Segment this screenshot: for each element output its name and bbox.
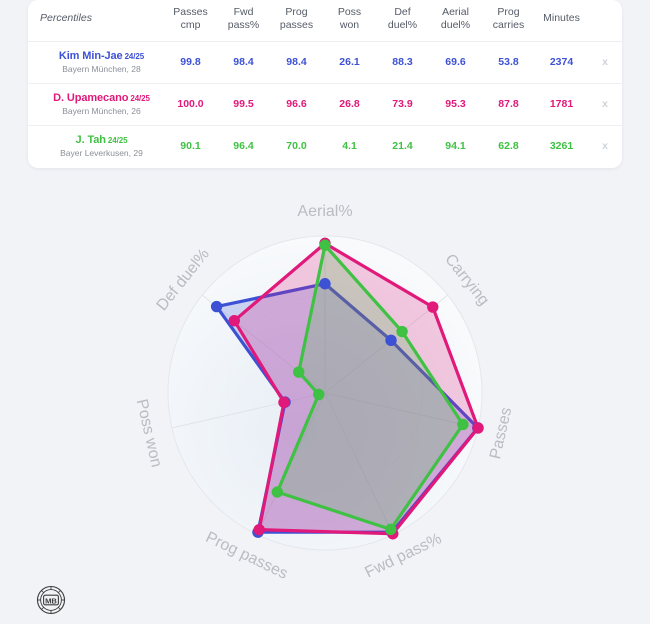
table-row: Kim Min-Jae 24/25 Bayern München, 28 99.8 98… — [28, 41, 622, 84]
radar-point — [313, 388, 325, 401]
player-season: 24/25 — [124, 52, 145, 62]
stat-cell: 98.4 — [270, 41, 323, 84]
player-cell[interactable]: D. Upamecano 24/25 Bayern München, 26 — [28, 83, 164, 126]
radar-point — [472, 422, 484, 434]
header-line-2: pass% — [227, 18, 260, 31]
stat-cell: 88.3 — [376, 41, 429, 84]
column-header-prog-carries[interactable]: Prog carries — [482, 0, 535, 42]
column-header-poss-won[interactable]: Poss won — [323, 0, 376, 42]
column-header-prog-passes[interactable]: Prog passes — [270, 0, 323, 42]
logo-text: MB — [45, 596, 57, 605]
table-header: Percentiles Passes cmp Fwd pass% Prog pa… — [28, 0, 622, 42]
column-header-def-duel[interactable]: Def duel% — [376, 0, 429, 42]
radar-point — [384, 523, 397, 536]
player-team: Bayer Leverkusen, 29 — [60, 148, 143, 159]
column-header-aerial-duel[interactable]: Aerial duel% — [429, 0, 482, 42]
stat-cell: 96.6 — [270, 83, 323, 126]
table-body: Kim Min-Jae 24/25 Bayern München, 28 99.8 98… — [28, 41, 622, 167]
radar-point — [278, 396, 290, 409]
stat-cell: 70.0 — [286, 140, 307, 153]
player-season: 24/25 — [107, 136, 128, 146]
radar-point — [253, 523, 265, 536]
radar-axis-label: Aerial% — [297, 203, 352, 220]
stat-cell: 73.9 — [376, 83, 429, 126]
column-header-passes-cmp[interactable]: Passes cmp — [164, 0, 217, 42]
radar-point — [228, 314, 240, 327]
header-line-2: cmp — [180, 18, 201, 31]
brand-logo[interactable]: MB — [36, 585, 66, 615]
header-line-1: Def — [394, 6, 411, 18]
radar-point — [271, 486, 284, 498]
stat-cell: 87.8 — [482, 83, 535, 126]
header-line-2: carries — [492, 18, 525, 31]
radar-point — [319, 278, 331, 290]
stat-cell: 26.8 — [323, 83, 376, 126]
stat-cell: 26.1 — [323, 41, 376, 84]
player-cell[interactable]: J. Tah 24/25 Bayer Leverkusen, 29 — [28, 125, 164, 167]
radar-axis-label: Poss won — [133, 398, 165, 469]
radar-series-area — [232, 241, 480, 536]
column-header-minutes[interactable]: Minutes — [535, 0, 588, 42]
header-line-2: duel% — [440, 18, 471, 31]
radar-point — [319, 239, 331, 251]
stat-cell: 69.6 — [429, 41, 482, 84]
stat-cell: 4.1 — [342, 140, 357, 153]
player-team: Bayern München, 28 — [62, 64, 141, 75]
stat-cell: 62.8 — [498, 140, 519, 153]
player-team: Bayern München, 26 — [62, 106, 141, 117]
player-season: 24/25 — [130, 94, 150, 104]
radar-chart: Aerial% Carrying Passes Fwd pass% Prog passe… — [0, 180, 650, 580]
stat-cell: 1781 — [535, 83, 588, 126]
stat-cell: 99.8 — [164, 41, 217, 84]
radar-axis-label: Passes — [487, 406, 515, 461]
table-header-row: Percentiles Passes cmp Fwd pass% Prog pa… — [28, 0, 622, 42]
stat-cell: 99.5 — [217, 83, 270, 126]
header-line-2: duel% — [387, 18, 418, 31]
header-line-1: Passes — [173, 6, 208, 18]
remove-row-button[interactable]: x — [588, 83, 622, 126]
header-line-1: Fwd — [233, 6, 254, 18]
header-line-1: Poss — [337, 6, 362, 18]
radar-point — [385, 334, 397, 347]
stat-cell: 100.0 — [164, 83, 217, 126]
table-row: J. Tah 24/25 Bayer Leverkusen, 29 90.1 96.4 7… — [28, 125, 622, 167]
table-row: D. Upamecano 24/25 Bayern München, 26 100.0… — [28, 83, 622, 126]
column-header-fwd-pass[interactable]: Fwd pass% — [217, 0, 270, 42]
stat-cell: 53.8 — [482, 41, 535, 84]
radar-point — [427, 301, 439, 313]
stat-cell: 98.4 — [217, 41, 270, 84]
player-cell[interactable]: Kim Min-Jae 24/25 Bayern München, 28 — [28, 41, 164, 84]
stat-cell: 2374 — [535, 41, 588, 84]
header-line-1: Aerial — [442, 6, 469, 18]
percentiles-card: Percentiles Passes cmp Fwd pass% Prog pa… — [28, 0, 622, 168]
radar-point — [293, 366, 305, 378]
radar-point — [396, 325, 408, 338]
player-name: Kim Min-Jae 24/25 — [58, 50, 145, 63]
stat-cell: 90.1 — [180, 140, 201, 153]
header-line-2: won — [339, 18, 360, 31]
percentiles-table: Percentiles Passes cmp Fwd pass% Prog pa… — [28, 0, 622, 167]
radar-point — [210, 300, 223, 313]
header-line-2: passes — [279, 18, 314, 31]
column-header-percentiles: Percentiles — [28, 0, 164, 42]
stat-cell: 3261 — [549, 140, 574, 153]
column-header-remove — [588, 0, 622, 42]
stat-cell: 96.4 — [233, 140, 254, 153]
stat-cell: 95.3 — [429, 83, 482, 126]
remove-row-button[interactable]: x — [588, 41, 622, 84]
player-name: D. Upamecano 24/25 — [53, 92, 150, 105]
player-name: J. Tah 24/25 — [75, 134, 128, 147]
stat-cell: 21.4 — [392, 140, 413, 153]
header-line-1: Prog — [497, 6, 520, 18]
stat-cell: 94.1 — [445, 140, 466, 153]
remove-row-button[interactable]: x — [602, 140, 608, 153]
header-line-1: Minutes — [543, 12, 580, 25]
logo-icon: MB — [36, 585, 66, 615]
header-line-1: Prog — [285, 6, 308, 18]
radar-point — [457, 418, 469, 431]
